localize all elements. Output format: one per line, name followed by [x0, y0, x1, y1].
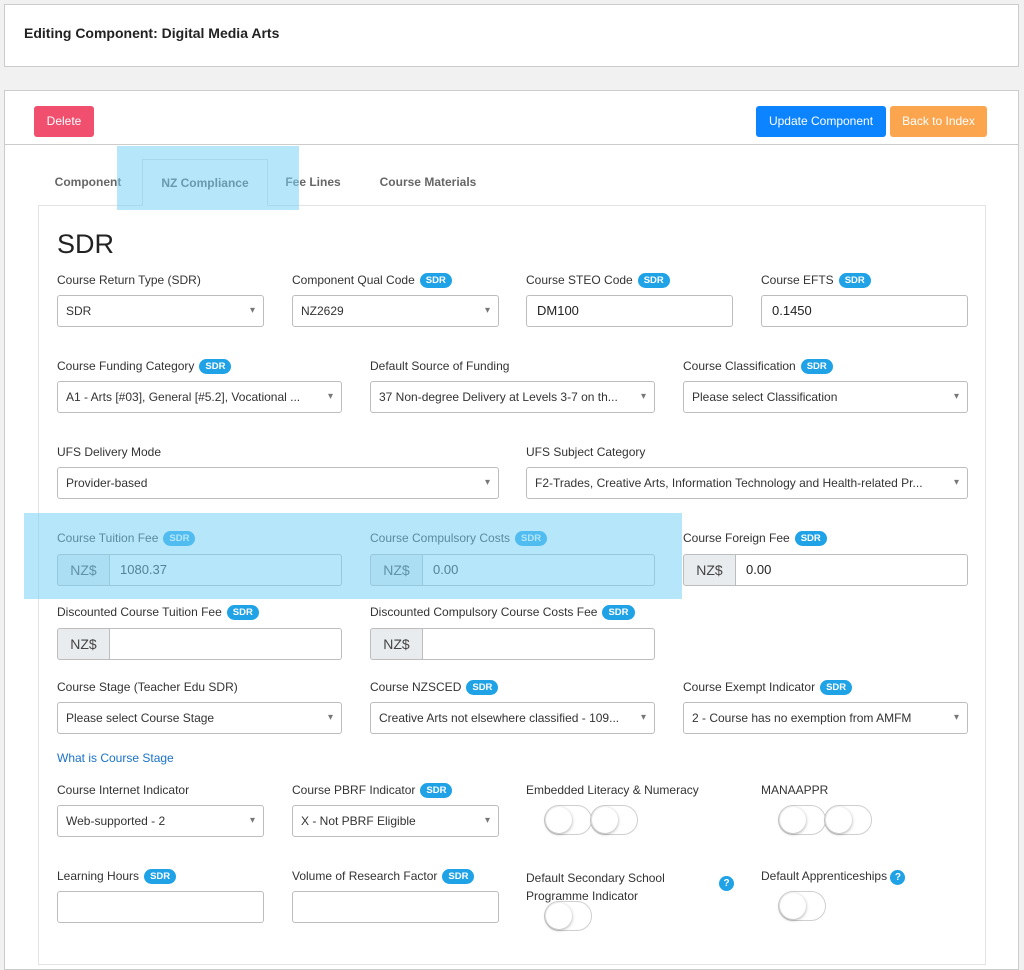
component-qual-code-label: Component Qual Code SDR [292, 273, 452, 289]
course-compulsory-costs-group: NZ$ 0.00 [370, 554, 655, 586]
manaappr-toggle-2[interactable] [824, 805, 872, 835]
manaappr-toggles [778, 805, 872, 835]
component-qual-code-select[interactable]: NZ2629 [292, 295, 499, 327]
default-secondary-school-label: Default Secondary School Programme Indic… [526, 871, 665, 903]
currency-addon: NZ$ [683, 554, 735, 586]
volume-of-research-factor-input[interactable] [292, 891, 499, 923]
sdr-badge: SDR [466, 680, 499, 696]
manaappr-label: MANAAPPR [761, 783, 829, 797]
currency-addon: NZ$ [370, 628, 422, 660]
course-internet-indicator-label: Course Internet Indicator [57, 783, 190, 797]
course-steo-code-input[interactable]: DM100 [526, 295, 733, 327]
default-secondary-school-toggle[interactable] [544, 901, 592, 931]
sdr-badge: SDR [838, 273, 871, 289]
discounted-compulsory-costs-input[interactable] [422, 628, 655, 660]
discounted-course-tuition-fee-group: NZ$ [57, 628, 342, 660]
discounted-compulsory-costs-label: Discounted Compulsory Course Costs Fee SD… [370, 605, 635, 621]
sdr-badge: SDR [820, 680, 853, 696]
embedded-numeracy-toggle[interactable] [590, 805, 638, 835]
ufs-delivery-mode-select[interactable]: Provider-based [57, 467, 499, 499]
learning-hours-label: Learning Hours SDR [57, 869, 177, 885]
sdr-badge: SDR [637, 273, 670, 289]
tab-nz-compliance[interactable]: NZ Compliance [142, 159, 268, 206]
course-stage-label: Course Stage (Teacher Edu SDR) [57, 680, 238, 694]
sdr-badge: SDR [226, 605, 259, 621]
course-efts-input[interactable]: 0.1450 [761, 295, 968, 327]
learning-hours-input[interactable] [57, 891, 264, 923]
course-compulsory-costs-input[interactable]: 0.00 [422, 554, 655, 586]
course-foreign-fee-group: NZ$ 0.00 [683, 554, 968, 586]
course-stage-select[interactable]: Please select Course Stage [57, 702, 342, 734]
course-exempt-indicator-label: Course Exempt Indicator SDR [683, 680, 853, 696]
course-pbrf-indicator-label: Course PBRF Indicator SDR [292, 783, 453, 799]
tab-bar: Component NZ Compliance Fee Lines Course… [38, 159, 988, 206]
course-funding-category-label: Course Funding Category SDR [57, 359, 232, 375]
course-internet-indicator-select[interactable]: Web-supported - 2 [57, 805, 264, 837]
default-source-of-funding-select[interactable]: 37 Non-degree Delivery at Levels 3-7 on … [370, 381, 655, 413]
title-panel: Editing Component: Digital Media Arts [4, 4, 1019, 67]
currency-addon: NZ$ [57, 554, 109, 586]
course-steo-code-label: Course STEO Code SDR [526, 273, 670, 289]
default-apprenticeships-toggle-wrap [778, 891, 826, 921]
ufs-subject-category-label: UFS Subject Category [526, 445, 646, 459]
course-foreign-fee-input[interactable]: 0.00 [735, 554, 968, 586]
default-source-of-funding-label: Default Source of Funding [370, 359, 510, 373]
volume-of-research-factor-label: Volume of Research Factor SDR [292, 869, 475, 885]
sdr-badge: SDR [800, 359, 833, 375]
manaappr-toggle-1[interactable] [778, 805, 826, 835]
course-nzsced-select[interactable]: Creative Arts not elsewhere classified -… [370, 702, 655, 734]
sdr-badge: SDR [163, 531, 196, 547]
embedded-literacy-numeracy-toggles [544, 805, 638, 835]
tab-course-materials[interactable]: Course Materials [379, 175, 477, 189]
course-compulsory-costs-label: Course Compulsory Costs SDR [370, 531, 548, 547]
embedded-literacy-toggle[interactable] [544, 805, 592, 835]
default-secondary-school-toggle-wrap [544, 901, 592, 931]
currency-addon: NZ$ [370, 554, 422, 586]
course-classification-select[interactable]: Please select Classification [683, 381, 968, 413]
sdr-badge: SDR [144, 869, 177, 885]
help-icon[interactable]: ? [890, 870, 906, 885]
course-efts-label: Course EFTS SDR [761, 273, 871, 289]
toolbar: Delete Update Component Back to Index [5, 91, 1018, 145]
course-funding-category-select[interactable]: A1 - Arts [#03], General [#5.2], Vocatio… [57, 381, 342, 413]
ufs-delivery-mode-label: UFS Delivery Mode [57, 445, 162, 459]
main-panel: Delete Update Component Back to Index Co… [4, 90, 1019, 970]
discounted-compulsory-costs-group: NZ$ [370, 628, 655, 660]
sdr-badge: SDR [442, 869, 475, 885]
course-tuition-fee-input[interactable]: 1080.37 [109, 554, 342, 586]
sdr-badge: SDR [419, 273, 452, 289]
ufs-subject-category-select[interactable]: F2-Trades, Creative Arts, Information Te… [526, 467, 968, 499]
course-return-type-select[interactable]: SDR [57, 295, 264, 327]
currency-addon: NZ$ [57, 628, 109, 660]
discounted-course-tuition-fee-label: Discounted Course Tuition Fee SDR [57, 605, 259, 621]
sdr-badge: SDR [515, 531, 548, 547]
sdr-badge: SDR [420, 783, 453, 799]
tab-fee-lines[interactable]: Fee Lines [285, 175, 341, 189]
what-is-course-stage-link[interactable]: What is Course Stage [57, 751, 174, 765]
course-pbrf-indicator-select[interactable]: X - Not PBRF Eligible [292, 805, 499, 837]
help-icon[interactable]: ? [719, 876, 734, 891]
delete-button[interactable]: Delete [34, 106, 94, 137]
sdr-badge: SDR [199, 359, 232, 375]
course-tuition-fee-group: NZ$ 1080.37 [57, 554, 342, 586]
course-exempt-indicator-select[interactable]: 2 - Course has no exemption from AMFM [683, 702, 968, 734]
default-apprenticeships-toggle[interactable] [778, 891, 826, 921]
discounted-course-tuition-fee-input[interactable] [109, 628, 342, 660]
update-component-button[interactable]: Update Component [756, 106, 886, 137]
course-tuition-fee-label: Course Tuition Fee SDR [57, 531, 196, 547]
course-nzsced-label: Course NZSCED SDR [370, 680, 499, 696]
default-apprenticeships-label: Default Apprenticeships ? [761, 869, 906, 885]
page-title: Editing Component: Digital Media Arts [24, 25, 280, 41]
section-title: SDR [57, 229, 115, 259]
course-foreign-fee-label: Course Foreign Fee SDR [683, 531, 827, 547]
tab-component[interactable]: Component [54, 175, 122, 189]
course-return-type-label: Course Return Type (SDR) [57, 273, 201, 287]
course-classification-label: Course Classification SDR [683, 359, 833, 375]
sdr-badge: SDR [602, 605, 635, 621]
back-to-index-button[interactable]: Back to Index [890, 106, 987, 137]
embedded-literacy-numeracy-label: Embedded Literacy & Numeracy [526, 783, 699, 797]
sdr-badge: SDR [794, 531, 827, 547]
